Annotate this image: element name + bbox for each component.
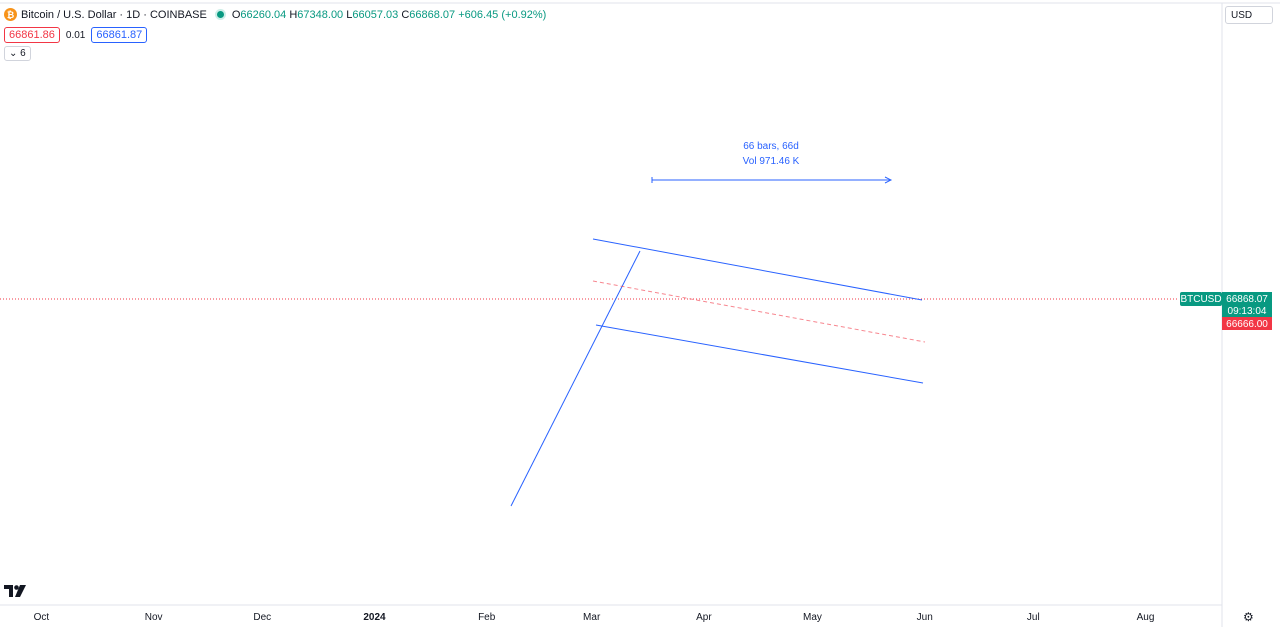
indicators-toggle-button[interactable]: ⌄ 6 (4, 46, 31, 61)
date-range-bars-text: 66 bars, 66d (743, 141, 799, 152)
last-price-text: 66868.07 (1226, 294, 1268, 305)
date-range-arrowhead (884, 176, 893, 184)
time-axis-label: Jul (1027, 612, 1040, 623)
indicator-count: 6 (20, 48, 26, 59)
symbol-tag (1180, 292, 1222, 306)
time-axis[interactable]: Oct Nov Dec 2024 Feb Mar Apr May Jun Jul Aug (34, 612, 1155, 623)
symbol-title[interactable]: Bitcoin / U.S. Dollar · 1D · COINBASE (21, 8, 207, 21)
last-price-tag (1222, 292, 1272, 317)
trade-buttons[interactable]: 66861.86 0.01 66861.87 (4, 27, 148, 43)
channel-upper-line[interactable] (592, 238, 923, 301)
gear-icon[interactable]: ⚙ (1243, 610, 1254, 624)
time-axis-label: Dec (253, 612, 271, 623)
ohlc-values: O66260.04 H67348.00 L66057.03 C66868.07 … (232, 9, 546, 21)
sell-button[interactable]: 66861.86 (4, 27, 60, 43)
bar-countdown-text: 09:13:04 (1228, 306, 1267, 317)
time-axis-label: Jun (917, 612, 933, 623)
market-open-dot-icon (216, 11, 224, 18)
channel-median-line (592, 280, 926, 343)
trend-line-rally[interactable] (510, 250, 641, 507)
symbol-tag-text: BTCUSD (1180, 294, 1221, 305)
ohlc-close: 66868.07 (409, 8, 456, 21)
ohlc-high-label: H (289, 8, 298, 21)
time-axis-label: Mar (583, 612, 601, 623)
ohlc-low: 66057.03 (352, 8, 399, 21)
ohlc-close-label: C (401, 8, 410, 21)
spread-value: 0.01 (65, 29, 86, 41)
time-axis-label: Oct (34, 612, 50, 623)
buy-button[interactable]: 66861.87 (91, 27, 148, 43)
ohlc-low-label: L (346, 8, 353, 21)
drawings-layer[interactable]: 66 bars, 66d Vol 971.46 K (510, 141, 926, 507)
time-axis-label: May (803, 612, 822, 623)
currency-select[interactable]: USD (1225, 6, 1273, 24)
time-axis-label: Feb (478, 612, 496, 623)
time-axis-label: 2024 (363, 612, 386, 623)
tradingview-logo-icon[interactable] (4, 583, 30, 599)
channel-lower-line[interactable] (595, 324, 924, 384)
price-tags: BTCUSD 66868.07 09:13:04 66666.00 (1180, 292, 1272, 330)
low-price-text: 66666.00 (1226, 319, 1268, 330)
chevron-down-icon: ⌄ (9, 48, 18, 59)
date-range-volume-text: Vol 971.46 K (743, 156, 800, 167)
symbol-legend[interactable]: ₿ Bitcoin / U.S. Dollar · 1D · COINBASE … (4, 8, 546, 21)
low-price-tag (1222, 317, 1272, 330)
ohlc-high: 67348.00 (297, 8, 344, 21)
ohlc-open: 66260.04 (240, 8, 287, 21)
ohlc-open-label: O (231, 8, 241, 21)
time-axis-label: Aug (1137, 612, 1155, 623)
ohlc-change: +606.45 (+0.92%) (458, 8, 547, 21)
time-axis-label: Apr (696, 612, 712, 623)
bitcoin-logo-icon: ₿ (4, 8, 17, 21)
time-axis-label: Nov (145, 612, 163, 623)
